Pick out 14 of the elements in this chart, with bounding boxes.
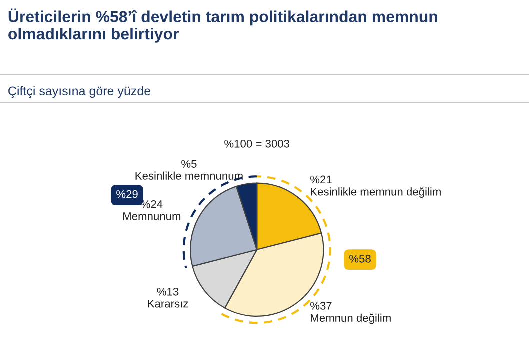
text: %29	[116, 190, 138, 198]
text: %100 = 3003	[224, 140, 290, 148]
chart-subtitle: Çiftçi sayısına göre yüzde	[8, 86, 150, 98]
data-label: %13	[157, 288, 179, 296]
slice-label: Kesinlikle memnunum	[136, 172, 243, 180]
slice-label: Memnunum	[124, 212, 181, 220]
data-label: %5	[182, 160, 197, 168]
data-label: %21	[310, 176, 332, 184]
slice-label: Kararsız	[148, 300, 188, 308]
chart-title: Üreticilerin %58’î devletin tarım politikalarından memnun olmadıklarını belirtiyor	[8, 8, 438, 43]
data-label: %37	[310, 302, 332, 310]
text: %58	[350, 254, 371, 263]
slice-label: Kesinlikle memnun değilim	[311, 187, 441, 198]
slice-label: Memnun değilim	[311, 314, 391, 324]
